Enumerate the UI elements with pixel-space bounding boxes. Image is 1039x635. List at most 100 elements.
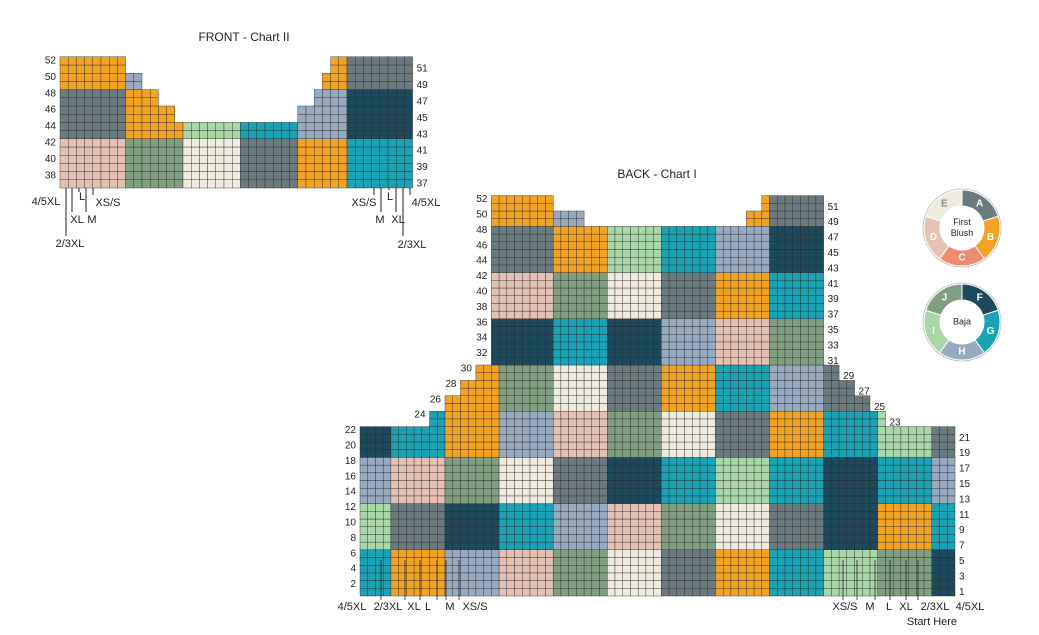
stitch bbox=[382, 480, 392, 489]
stitch bbox=[885, 526, 894, 535]
stitch bbox=[738, 257, 747, 266]
stitch bbox=[444, 434, 453, 443]
stitch bbox=[568, 249, 577, 258]
stitch bbox=[483, 565, 492, 574]
stitch bbox=[815, 272, 824, 281]
stitch bbox=[923, 426, 933, 435]
stitch bbox=[800, 341, 809, 350]
stitch bbox=[846, 588, 855, 597]
stitch bbox=[753, 449, 763, 458]
stitch bbox=[784, 541, 793, 550]
stitch bbox=[792, 326, 801, 335]
stitch bbox=[931, 572, 940, 581]
stitch bbox=[614, 472, 623, 481]
stitch bbox=[831, 449, 840, 458]
stitch bbox=[831, 526, 840, 535]
stitch bbox=[722, 534, 732, 543]
stitch bbox=[769, 226, 778, 235]
stitch bbox=[746, 565, 755, 574]
stitch bbox=[537, 387, 546, 397]
stitch bbox=[537, 441, 546, 450]
stitch bbox=[514, 572, 523, 581]
stitch bbox=[545, 449, 554, 458]
stitch bbox=[630, 280, 639, 289]
stitch bbox=[831, 418, 840, 427]
stitch bbox=[761, 257, 770, 266]
stitch bbox=[125, 138, 134, 148]
stitch bbox=[707, 418, 716, 427]
stitch bbox=[545, 580, 554, 589]
stitch bbox=[862, 457, 871, 466]
stitch bbox=[429, 495, 438, 504]
stitch bbox=[862, 572, 871, 581]
stitch bbox=[661, 241, 670, 250]
stitch bbox=[730, 364, 739, 373]
stitch bbox=[529, 580, 538, 589]
stitch bbox=[722, 518, 732, 527]
stitch bbox=[568, 565, 577, 574]
stitch bbox=[947, 480, 956, 489]
stitch bbox=[371, 138, 381, 148]
stitch bbox=[607, 534, 616, 543]
stitch bbox=[522, 565, 531, 574]
stitch bbox=[452, 472, 461, 481]
stitch bbox=[784, 357, 793, 366]
row-number: 40 bbox=[476, 286, 488, 297]
stitch bbox=[514, 349, 523, 358]
stitch bbox=[815, 387, 824, 397]
stitch bbox=[761, 557, 770, 566]
stitch bbox=[923, 495, 933, 504]
stitch bbox=[491, 441, 500, 450]
stitch bbox=[568, 210, 577, 219]
stitch bbox=[769, 557, 778, 566]
stitch bbox=[885, 503, 894, 512]
stitch bbox=[552, 349, 562, 358]
stitch bbox=[498, 434, 508, 443]
stitch bbox=[653, 565, 662, 574]
stitch bbox=[846, 395, 855, 404]
stitch bbox=[792, 203, 801, 212]
stitch bbox=[522, 195, 531, 204]
stitch bbox=[877, 434, 886, 443]
stitch bbox=[429, 457, 438, 466]
stitch bbox=[753, 457, 763, 466]
stitch bbox=[475, 449, 484, 458]
stitch bbox=[522, 511, 531, 520]
stitch bbox=[406, 495, 415, 504]
stitch bbox=[722, 395, 732, 404]
stitch bbox=[746, 380, 755, 389]
stitch bbox=[149, 113, 159, 123]
stitch bbox=[498, 295, 508, 304]
stitch bbox=[552, 287, 562, 296]
stitch bbox=[738, 295, 747, 304]
stitch bbox=[800, 495, 809, 504]
stitch bbox=[514, 403, 523, 412]
stitch bbox=[807, 534, 817, 543]
stitch bbox=[568, 488, 577, 497]
stitch bbox=[375, 434, 384, 443]
stitch bbox=[117, 113, 126, 123]
stitch bbox=[379, 97, 389, 107]
stitch bbox=[653, 326, 662, 335]
stitch bbox=[614, 549, 623, 558]
stitch bbox=[92, 163, 102, 172]
stitch bbox=[100, 64, 110, 74]
stitch bbox=[359, 503, 368, 512]
stitch bbox=[133, 122, 143, 131]
stitch bbox=[777, 503, 786, 512]
stitch bbox=[506, 403, 515, 412]
stitch bbox=[390, 534, 399, 543]
stitch bbox=[413, 495, 423, 504]
stitch bbox=[753, 218, 763, 227]
stitch bbox=[846, 387, 855, 397]
stitch bbox=[421, 572, 430, 581]
stitch bbox=[823, 426, 832, 435]
stitch bbox=[892, 534, 902, 543]
stitch bbox=[661, 541, 670, 550]
stitch bbox=[676, 287, 685, 296]
stitch bbox=[338, 122, 348, 131]
row-number: 36 bbox=[476, 317, 488, 328]
stitch bbox=[637, 357, 647, 366]
stitch bbox=[92, 113, 102, 123]
stitch bbox=[67, 154, 77, 164]
